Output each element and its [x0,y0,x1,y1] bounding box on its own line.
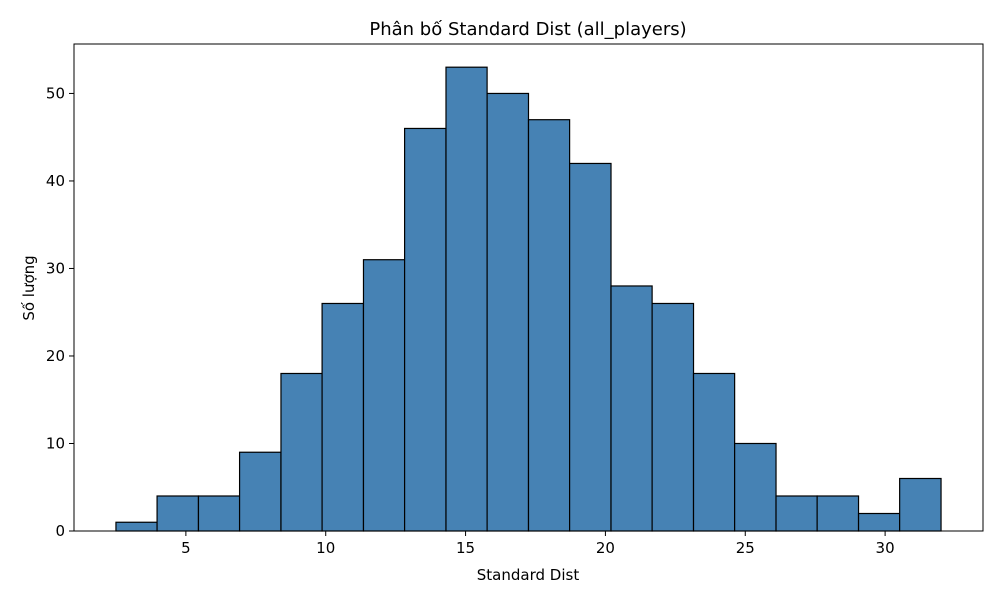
y-axis-label: Số lượng [20,255,38,320]
x-axis: 5 10 15 20 25 30 [181,531,895,557]
histogram-bar [445,66,488,532]
y-tick-label: 10 [46,434,65,452]
histogram-bar [775,495,818,532]
histogram-bar [280,372,323,532]
histogram-bar [899,477,942,532]
histogram-bar [816,495,860,532]
y-tick-label: 50 [46,84,65,102]
x-tick-label: 15 [456,539,475,557]
x-tick-label: 25 [736,539,755,557]
histogram-bar [527,119,571,532]
histogram-bar [857,512,901,532]
histogram-bar [156,495,200,532]
y-tick-label: 40 [46,172,65,190]
y-axis: 0 10 20 30 40 50 [46,84,74,540]
x-tick-label: 30 [876,539,895,557]
histogram-bar [115,521,158,532]
plot-frame [73,43,984,532]
x-tick-label: 20 [596,539,615,557]
histogram-bar [569,162,612,532]
x-tick-label: 10 [316,539,335,557]
histogram-bar [197,495,241,532]
histogram-bar [692,372,736,532]
x-tick-label: 5 [181,539,191,557]
chart-title: Phân bố Standard Dist (all_players) [369,19,686,40]
histogram-bar [321,302,365,532]
histogram-bar [610,285,653,532]
y-tick-label: 30 [46,259,65,277]
histogram-bar [486,92,530,532]
histogram-bar [238,451,282,532]
histogram-bar [734,442,777,532]
histogram-bar [362,259,406,532]
y-tick-label: 0 [55,522,65,540]
histogram-bar [651,302,695,532]
x-axis-label: Standard Dist [477,566,580,584]
y-tick-label: 20 [46,347,65,365]
bars-group [115,66,942,532]
histogram-bar [403,127,447,532]
